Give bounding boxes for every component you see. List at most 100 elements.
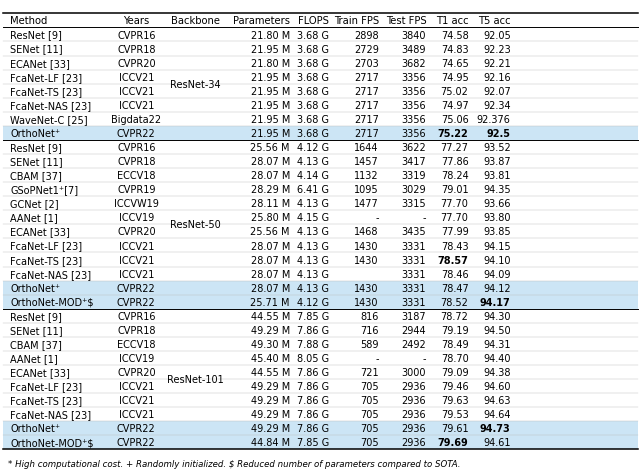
Text: ICCV21: ICCV21 <box>118 396 154 406</box>
Text: 3682: 3682 <box>402 58 426 69</box>
Text: 1644: 1644 <box>355 143 379 153</box>
Text: 21.95 M: 21.95 M <box>250 101 290 111</box>
Text: 94.61: 94.61 <box>483 438 511 448</box>
Text: 3.68 G: 3.68 G <box>297 101 329 111</box>
Text: 2898: 2898 <box>355 30 379 40</box>
Bar <box>3 126 638 140</box>
Text: Method: Method <box>10 17 47 27</box>
Text: ECCV18: ECCV18 <box>117 171 156 181</box>
Text: 93.81: 93.81 <box>483 171 511 181</box>
Text: 44.55 M: 44.55 M <box>250 368 290 378</box>
Text: ICCV21: ICCV21 <box>118 410 154 420</box>
Text: 1430: 1430 <box>355 241 379 252</box>
Text: 21.95 M: 21.95 M <box>250 73 290 83</box>
Text: 28.07 M: 28.07 M <box>250 256 290 266</box>
Text: 78.72: 78.72 <box>440 312 468 322</box>
Text: 3.68 G: 3.68 G <box>297 58 329 69</box>
Text: Train FPS: Train FPS <box>333 17 379 27</box>
Text: 3.68 G: 3.68 G <box>297 73 329 83</box>
Text: Parameters: Parameters <box>233 17 290 27</box>
Text: CVPR18: CVPR18 <box>117 157 156 167</box>
Text: * High computational cost. + Randomly initialized. $ Reduced number of parameter: * High computational cost. + Randomly in… <box>8 460 461 468</box>
Text: CBAM [37]: CBAM [37] <box>10 171 62 181</box>
Text: T1 acc: T1 acc <box>436 17 468 27</box>
Text: 7.86 G: 7.86 G <box>297 410 329 420</box>
Text: 7.88 G: 7.88 G <box>297 340 329 350</box>
Text: 93.52: 93.52 <box>483 143 511 153</box>
Text: 4.13 G: 4.13 G <box>297 256 329 266</box>
Text: SENet [11]: SENet [11] <box>10 157 63 167</box>
Text: 3356: 3356 <box>402 115 426 125</box>
Text: ResNet [9]: ResNet [9] <box>10 143 62 153</box>
Text: Backbone: Backbone <box>171 17 220 27</box>
Text: WaveNet-C [25]: WaveNet-C [25] <box>10 115 88 125</box>
Text: 93.66: 93.66 <box>483 200 511 209</box>
Text: CVPR18: CVPR18 <box>117 45 156 55</box>
Text: 94.15: 94.15 <box>483 241 511 252</box>
Text: CVPR16: CVPR16 <box>117 143 156 153</box>
Text: 4.13 G: 4.13 G <box>297 200 329 209</box>
Text: CVPR22: CVPR22 <box>117 438 156 448</box>
Text: 94.31: 94.31 <box>483 340 511 350</box>
Text: OrthoNet⁺: OrthoNet⁺ <box>10 284 60 294</box>
Text: -: - <box>423 354 426 364</box>
Text: CVPR19: CVPR19 <box>117 185 156 195</box>
Text: -: - <box>376 213 379 223</box>
Text: 2717: 2717 <box>354 115 379 125</box>
Text: 3331: 3331 <box>402 284 426 294</box>
Text: 4.12 G: 4.12 G <box>297 298 329 308</box>
Text: 77.99: 77.99 <box>441 228 468 238</box>
Text: 28.07 M: 28.07 M <box>250 157 290 167</box>
Text: ICCV21: ICCV21 <box>118 382 154 392</box>
Text: 79.46: 79.46 <box>441 382 468 392</box>
Text: 3356: 3356 <box>402 73 426 83</box>
Text: 77.27: 77.27 <box>440 143 468 153</box>
Text: 2936: 2936 <box>402 396 426 406</box>
Text: ICCV19: ICCV19 <box>118 354 154 364</box>
Text: 2703: 2703 <box>354 58 379 69</box>
Text: 3331: 3331 <box>402 298 426 308</box>
Text: 74.83: 74.83 <box>441 45 468 55</box>
Text: 4.15 G: 4.15 G <box>297 213 329 223</box>
Text: T5 acc: T5 acc <box>478 17 511 27</box>
Text: 45.40 M: 45.40 M <box>251 354 290 364</box>
Text: 77.70: 77.70 <box>440 200 468 209</box>
Text: Bigdata22: Bigdata22 <box>111 115 161 125</box>
Text: CVPR20: CVPR20 <box>117 58 156 69</box>
Text: 816: 816 <box>360 312 379 322</box>
Text: -: - <box>423 213 426 223</box>
Text: 3.68 G: 3.68 G <box>297 30 329 40</box>
Text: Test FPS: Test FPS <box>386 17 426 27</box>
Text: 716: 716 <box>360 326 379 336</box>
Bar <box>3 294 638 309</box>
Text: 1477: 1477 <box>354 200 379 209</box>
Text: 1457: 1457 <box>354 157 379 167</box>
Text: 75.06: 75.06 <box>441 115 468 125</box>
Text: 94.60: 94.60 <box>483 382 511 392</box>
Text: 3315: 3315 <box>402 200 426 209</box>
Text: 78.49: 78.49 <box>441 340 468 350</box>
Text: ICCV21: ICCV21 <box>118 73 154 83</box>
Text: 49.29 M: 49.29 M <box>251 410 290 420</box>
Text: 78.57: 78.57 <box>438 256 468 266</box>
Text: 28.11 M: 28.11 M <box>251 200 290 209</box>
Text: 79.09: 79.09 <box>441 368 468 378</box>
Text: 92.376: 92.376 <box>477 115 511 125</box>
Text: 28.07 M: 28.07 M <box>250 171 290 181</box>
Text: CVPR18: CVPR18 <box>117 326 156 336</box>
Text: FcaNet-LF [23]: FcaNet-LF [23] <box>10 73 83 83</box>
Bar <box>3 421 638 435</box>
Text: 7.86 G: 7.86 G <box>297 368 329 378</box>
Text: ResNet-101: ResNet-101 <box>167 375 223 385</box>
Text: 49.29 M: 49.29 M <box>251 424 290 435</box>
Text: 92.5: 92.5 <box>487 129 511 139</box>
Text: 94.40: 94.40 <box>483 354 511 364</box>
Text: 25.71 M: 25.71 M <box>250 298 290 308</box>
Text: 3.68 G: 3.68 G <box>297 129 329 139</box>
Text: FcaNet-TS [23]: FcaNet-TS [23] <box>10 256 83 266</box>
Text: ECANet [33]: ECANet [33] <box>10 368 70 378</box>
Text: 28.29 M: 28.29 M <box>250 185 290 195</box>
Text: CVPR22: CVPR22 <box>117 284 156 294</box>
Text: 2936: 2936 <box>402 382 426 392</box>
Text: 3187: 3187 <box>402 312 426 322</box>
